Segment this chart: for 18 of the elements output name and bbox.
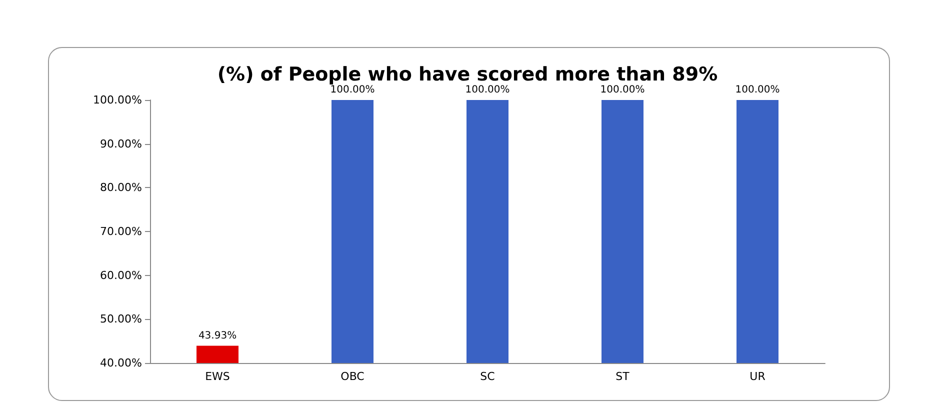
y-tick-label: 80.00% bbox=[100, 181, 142, 194]
x-tick-label: EWS bbox=[205, 370, 230, 383]
y-tick-label: 40.00% bbox=[100, 356, 142, 370]
y-tick-label: 50.00% bbox=[100, 312, 142, 326]
x-tick-label: UR bbox=[750, 370, 766, 383]
y-tick-label: 70.00% bbox=[100, 225, 142, 238]
data-label: 100.00% bbox=[465, 84, 510, 96]
x-tick-label: SC bbox=[480, 370, 496, 383]
y-tick-label: 90.00% bbox=[100, 137, 142, 150]
data-label: 100.00% bbox=[330, 84, 375, 96]
x-tick-label: OBC bbox=[340, 370, 365, 383]
x-tick-label: ST bbox=[616, 370, 630, 383]
y-tick-label: 100.00% bbox=[93, 94, 142, 106]
chart-title: (%) of People who have scored more than 89% bbox=[217, 64, 718, 86]
data-label: 100.00% bbox=[735, 84, 780, 96]
data-label: 43.93% bbox=[198, 330, 237, 342]
y-tick-label: 60.00% bbox=[100, 268, 142, 282]
data-label: 100.00% bbox=[600, 84, 645, 96]
